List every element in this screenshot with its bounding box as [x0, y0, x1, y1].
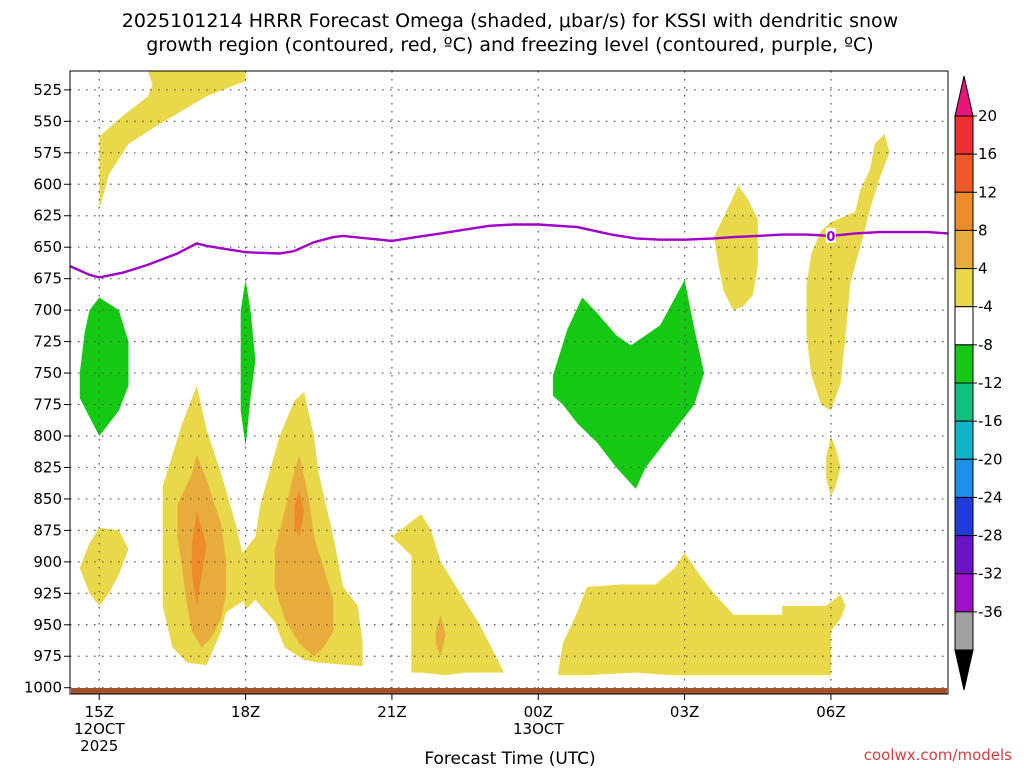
- y-tick-label-750: 750: [33, 364, 62, 382]
- y-tick-label-825: 825: [33, 458, 62, 476]
- omega-region-15: [79, 297, 129, 436]
- y-tick-label-1000: 1000: [24, 679, 62, 697]
- colorbar-band-3: [954, 191, 974, 231]
- omega-region-13: [191, 511, 207, 606]
- colorbar-label-11: -28: [978, 527, 1003, 545]
- colorbar-band-5: [954, 268, 974, 308]
- y-tick-label-575: 575: [33, 144, 62, 162]
- x-tick-label-06Z-0: 06Z: [816, 703, 845, 721]
- x-tick-label-00Z-1: 13OCT: [513, 720, 564, 738]
- colorbar-label-13: -36: [978, 603, 1003, 621]
- colorbar-band-10: [954, 458, 974, 498]
- colorbar-band-7: [954, 344, 974, 384]
- omega-region-1: [148, 71, 158, 87]
- colorbar-band-6: [954, 306, 974, 346]
- x-axis-label: Forecast Time (UTC): [424, 749, 595, 768]
- colorbar-bottom-triangle: [954, 649, 974, 691]
- omega-region-16: [240, 279, 256, 447]
- y-tick-label-650: 650: [33, 238, 62, 256]
- omega-region-7: [713, 185, 758, 311]
- omega-shading: [79, 71, 890, 676]
- colorbar-label-7: -12: [978, 374, 1003, 392]
- colorbar-label-2: 12: [978, 183, 997, 201]
- omega-region-5: [391, 514, 505, 676]
- freezing-level-label-bg: [825, 227, 836, 243]
- credit-text: coolwx.com/models: [864, 746, 1012, 764]
- ground-layer: [71, 688, 947, 694]
- colorbar-label-6: -8: [978, 336, 993, 354]
- y-axis-ticks: 525 550 575 600 625 650 675 700 725 750 775 800 825 8…: [24, 81, 70, 697]
- omega-region-2: [79, 527, 129, 606]
- colorbar-band-13: [954, 573, 974, 613]
- y-tick-label-550: 550: [33, 112, 62, 130]
- y-tick-label-775: 775: [33, 396, 62, 414]
- y-tick-label-975: 975: [33, 647, 62, 665]
- colorbar-band-2: [954, 153, 974, 193]
- x-tick-label-18Z-0: 18Z: [231, 703, 260, 721]
- colorbar-label-1: 16: [978, 145, 997, 163]
- colorbar-band-8: [954, 382, 974, 422]
- colorbar-label-9: -20: [978, 450, 1003, 468]
- y-tick-label-875: 875: [33, 521, 62, 539]
- colorbar-band-14: [954, 611, 974, 651]
- x-tick-label-15Z-2: 2025: [80, 737, 118, 755]
- ground-strip: [71, 688, 947, 694]
- y-tick-label-525: 525: [33, 81, 62, 99]
- colorbar-band-4: [954, 229, 974, 270]
- omega-region-17: [552, 279, 705, 489]
- x-tick-label-21Z-0: 21Z: [377, 703, 406, 721]
- y-tick-label-900: 900: [33, 553, 62, 571]
- colorbar-band-9: [954, 420, 974, 460]
- plot-frame: [69, 70, 949, 695]
- x-tick-label-03Z-0: 03Z: [670, 703, 699, 721]
- chart-title-line-2: growth region (contoured, red, ºC) and f…: [146, 34, 873, 56]
- chart-title-line-1: 2025101214 HRRR Forecast Omega (shaded, …: [122, 10, 898, 32]
- y-tick-label-725: 725: [33, 333, 62, 351]
- y-tick-label-600: 600: [33, 175, 62, 193]
- freezing-level-layer: 0: [69, 223, 949, 279]
- colorbar-label-12: -32: [978, 565, 1003, 583]
- x-tick-label-15Z-1: 12OCT: [74, 720, 125, 738]
- y-tick-label-700: 700: [33, 301, 62, 319]
- y-tick-label-850: 850: [33, 490, 62, 508]
- omega-region-14: [294, 490, 305, 537]
- plot-area: 0: [69, 70, 949, 695]
- omega-region-9: [826, 436, 841, 497]
- omega-region-6: [557, 553, 846, 676]
- colorbar-label-4: 4: [978, 260, 988, 278]
- omega-region-8: [806, 133, 890, 411]
- colorbar-label-3: 8: [978, 221, 988, 239]
- colorbar-label-8: -16: [978, 412, 1003, 430]
- colorbar-band-11: [954, 496, 974, 537]
- y-tick-label-625: 625: [33, 207, 62, 225]
- colorbar: 20 16 12 8 4 -4 -8 -12 -16 -20 -24 -28 -32 -36: [954, 75, 1003, 691]
- omega-region-0: [99, 71, 246, 210]
- y-tick-label-675: 675: [33, 270, 62, 288]
- colorbar-label-10: -24: [978, 488, 1003, 506]
- x-tick-label-00Z-0: 00Z: [524, 703, 553, 721]
- colorbar-label-0: 20: [978, 107, 997, 125]
- colorbar-band-1: [954, 115, 974, 155]
- omega-region-11: [274, 454, 334, 657]
- y-tick-label-800: 800: [33, 427, 62, 445]
- colorbar-top-triangle: [954, 75, 974, 117]
- colorbar-label-5: -4: [978, 298, 993, 316]
- x-tick-label-15Z-0: 15Z: [85, 703, 114, 721]
- y-tick-label-950: 950: [33, 616, 62, 634]
- y-tick-label-925: 925: [33, 584, 62, 602]
- freezing-level-label: 0: [826, 230, 835, 245]
- freezing-level-line: [69, 223, 949, 279]
- colorbar-band-12: [954, 535, 974, 575]
